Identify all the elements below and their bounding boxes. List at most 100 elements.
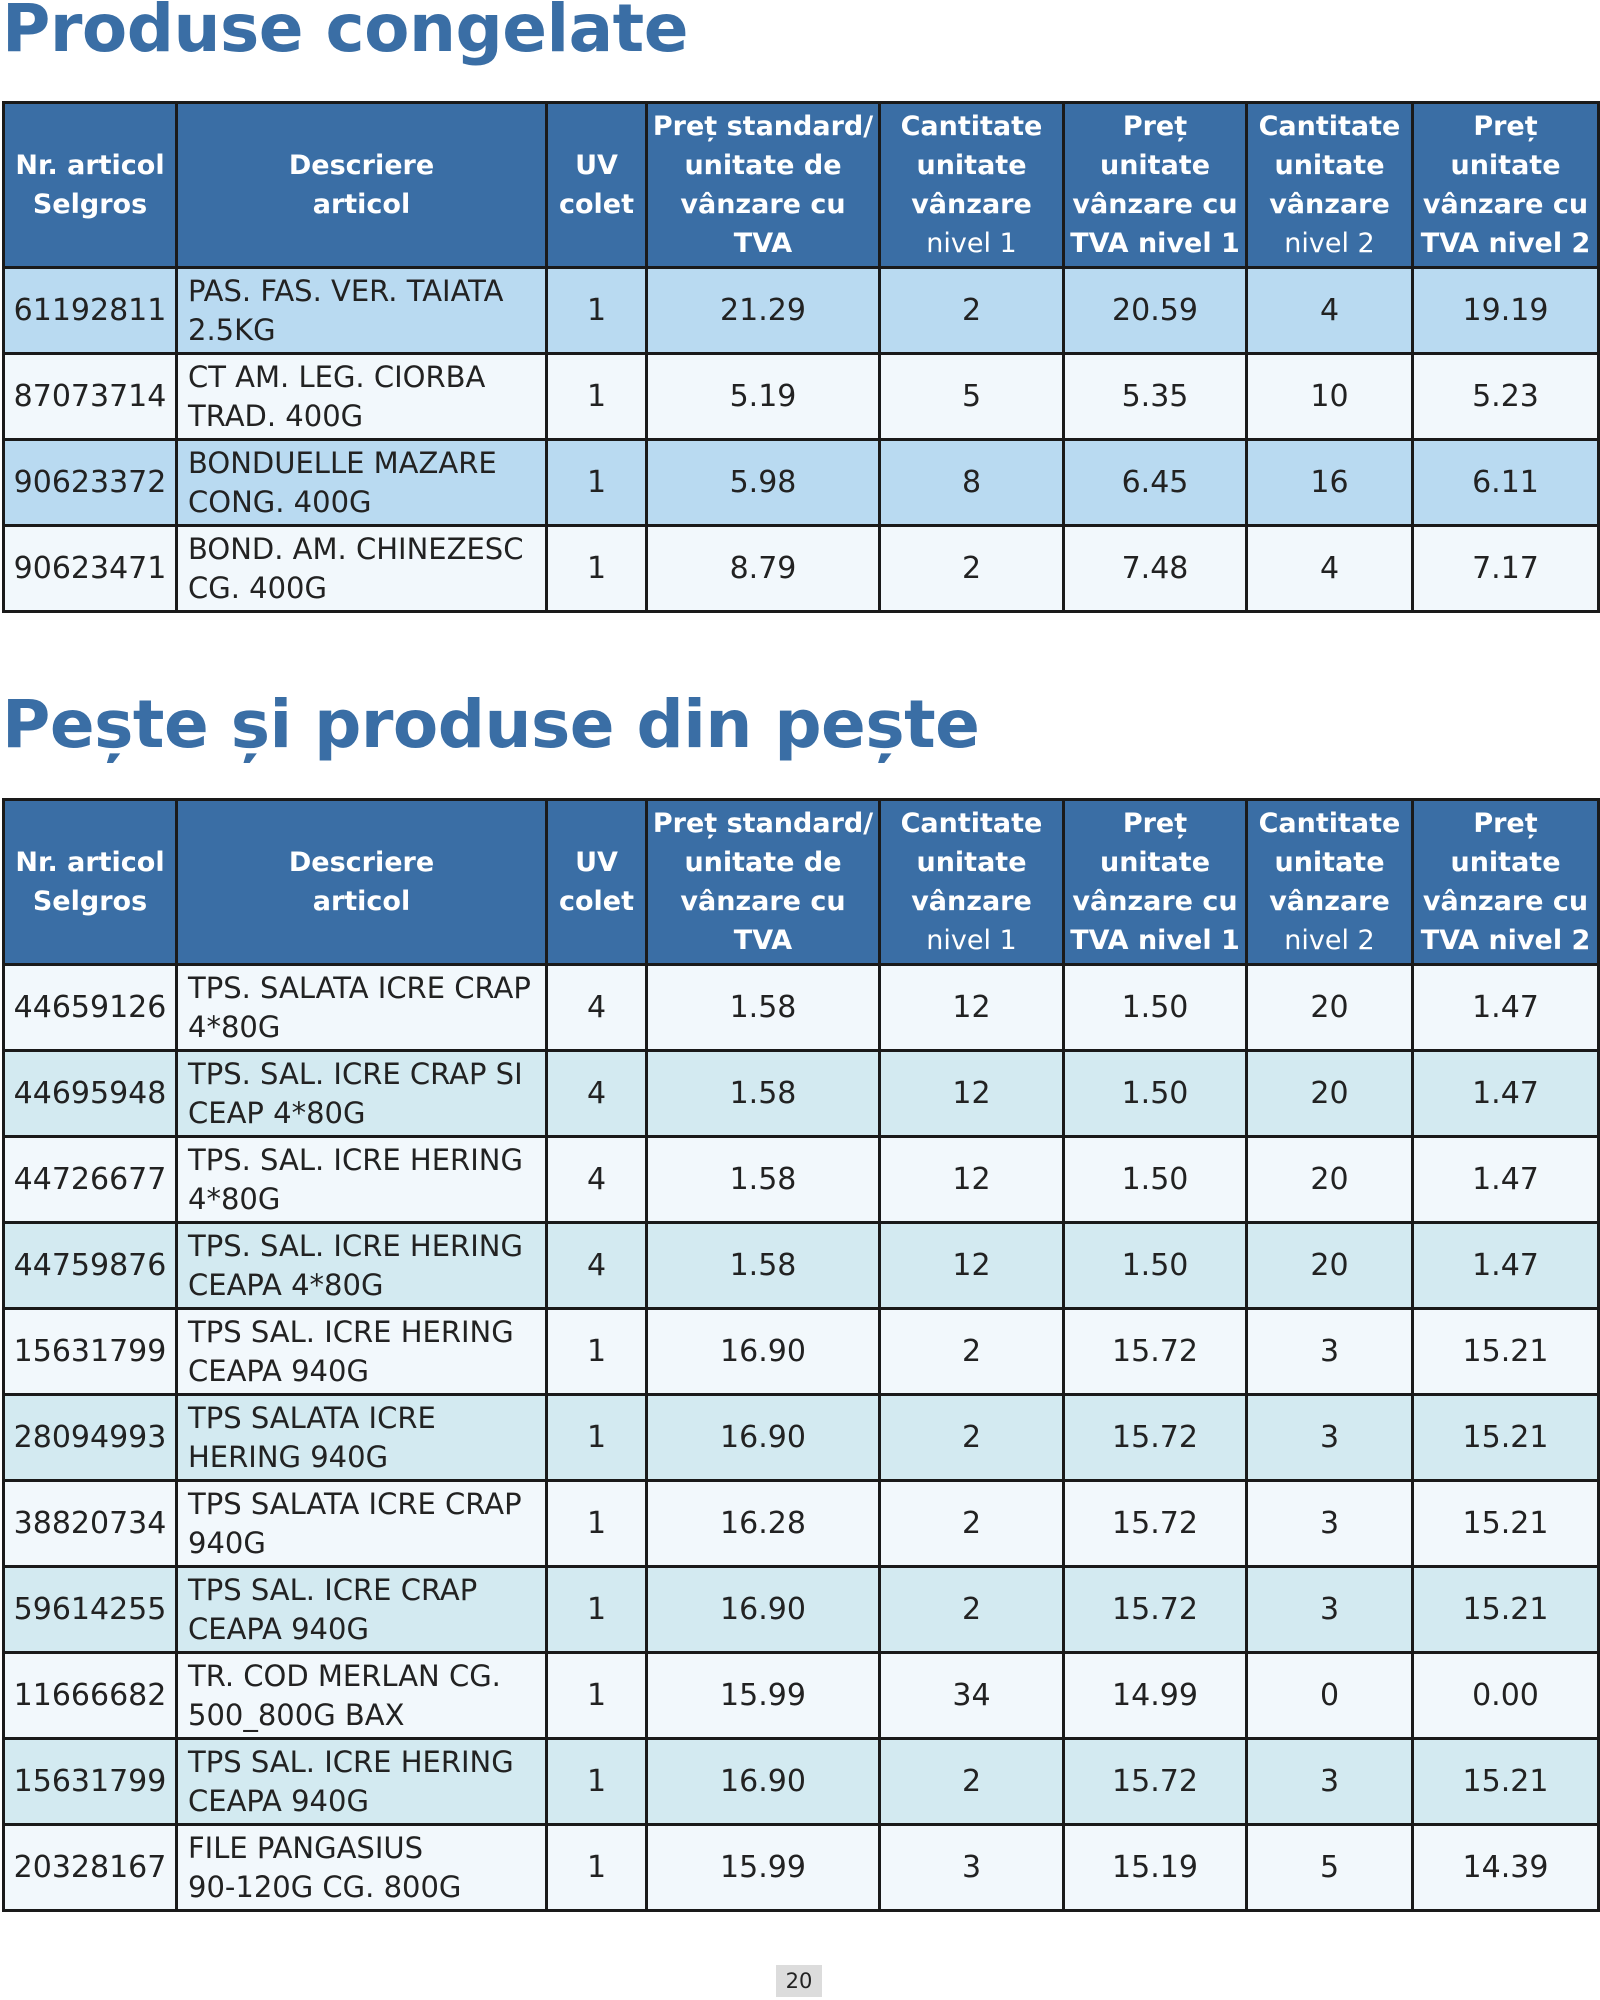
header-line: nivel 2: [1284, 925, 1375, 956]
table-row: 90623372 BONDUELLE MAZARE CONG. 400G 1 5.98 8…: [2, 438, 1600, 527]
page-number: 20: [776, 1965, 822, 1997]
cell-price-level-2: 14.39: [1411, 1823, 1600, 1912]
header-price-level-2: Preț unitate vânzare cu TVA nivel 2: [1411, 101, 1600, 269]
cell-qty-level-1: 2: [878, 266, 1065, 355]
description-line-1: CT AM. LEG. CIORBA: [188, 359, 486, 394]
header-line: Cantitate: [900, 808, 1043, 839]
table-row: 15631799 TPS SAL. ICRE HERING CEAPA 940G 1 1…: [2, 1737, 1600, 1826]
cell-uv-colet: 1: [545, 524, 648, 613]
table-row: 38820734 TPS SALATA ICRE CRAP 940G 1 16.28 2 1…: [2, 1479, 1600, 1568]
header-line: TVA: [733, 925, 793, 956]
header-line: unitate: [1274, 847, 1385, 878]
section-title-fish: Pește și produse din pește: [2, 686, 980, 763]
description-line-1: TPS. SAL. ICRE HERING: [188, 1228, 523, 1263]
description-line-1: TPS SALATA ICRE: [188, 1400, 436, 1435]
description-line-1: TPS SAL. ICRE HERING: [188, 1744, 514, 1779]
cell-standard-price: 16.90: [645, 1565, 881, 1654]
header-uv-colet: UV colet: [545, 798, 648, 966]
header-line: Selgros: [32, 886, 148, 917]
description-line-2: CEAPA 940G: [188, 1353, 369, 1388]
header-line: vânzare: [911, 189, 1032, 220]
header-line: unitate de: [684, 847, 842, 878]
cell-standard-price: 8.79: [645, 524, 881, 613]
description-line-1: PAS. FAS. VER. TAIATA: [188, 273, 504, 308]
table-row: 44659126 TPS. SALATA ICRE CRAP 4*80G 4 1.58 1…: [2, 963, 1600, 1052]
cell-price-level-2: 1.47: [1411, 1221, 1600, 1310]
header-qty-level-1: Cantitate unitate vânzare nivel 1: [878, 798, 1065, 966]
table-row: 15631799 TPS SAL. ICRE HERING CEAPA 940G 1 1…: [2, 1307, 1600, 1396]
header-line: Preț: [1122, 111, 1188, 142]
header-qty-level-2: Cantitate unitate vânzare nivel 2: [1245, 101, 1414, 269]
cell-article-number: 38820734: [2, 1479, 178, 1568]
cell-standard-price: 5.19: [645, 352, 881, 441]
header-line: TVA nivel 1: [1070, 228, 1240, 259]
header-description: Descriere articol: [175, 798, 548, 966]
cell-price-level-1: 1.50: [1062, 1135, 1248, 1224]
header-line: nivel 1: [926, 228, 1017, 259]
header-line: vânzare: [1269, 189, 1390, 220]
cell-article-number: 59614255: [2, 1565, 178, 1654]
table-row: 44695948 TPS. SAL. ICRE CRAP SI CEAP 4*80G…: [2, 1049, 1600, 1138]
description-line-1: FILE PANGASIUS: [188, 1830, 424, 1865]
cell-qty-level-2: 4: [1245, 266, 1414, 355]
cell-price-level-1: 15.19: [1062, 1823, 1248, 1912]
cell-uv-colet: 1: [545, 1823, 648, 1912]
cell-qty-level-2: 5: [1245, 1823, 1414, 1912]
cell-uv-colet: 1: [545, 1393, 648, 1482]
cell-price-level-2: 15.21: [1411, 1307, 1600, 1396]
cell-article-number: 44695948: [2, 1049, 178, 1138]
table-row: 20328167 FILE PANGASIUS 90-120G CG. 800G 1 1…: [2, 1823, 1600, 1912]
cell-standard-price: 16.90: [645, 1737, 881, 1826]
cell-qty-level-1: 2: [878, 524, 1065, 613]
header-line: UV: [575, 150, 618, 181]
cell-article-number: 28094993: [2, 1393, 178, 1482]
cell-uv-colet: 4: [545, 1135, 648, 1224]
cell-price-level-1: 15.72: [1062, 1393, 1248, 1482]
cell-qty-level-1: 5: [878, 352, 1065, 441]
header-line: Preț: [1473, 111, 1538, 142]
cell-standard-price: 5.98: [645, 438, 881, 527]
header-standard-price: Preț standard/unitate de vânzare cu TVA: [645, 101, 881, 269]
description-line-1: TPS. SALATA ICRE CRAP: [188, 970, 531, 1005]
header-price-level-1: Preț unitate vânzare cu TVA nivel 1: [1062, 798, 1248, 966]
description-line-1: TPS SAL. ICRE CRAP: [188, 1572, 478, 1607]
table-row: 87073714 CT AM. LEG. CIORBA TRAD. 400G 1 5.1…: [2, 352, 1600, 441]
cell-qty-level-1: 2: [878, 1737, 1065, 1826]
cell-price-level-2: 6.11: [1411, 438, 1600, 527]
cell-price-level-2: 0.00: [1411, 1651, 1600, 1740]
header-line: Descriere: [288, 847, 435, 878]
cell-standard-price: 1.58: [645, 1049, 881, 1138]
header-line: Selgros: [32, 189, 148, 220]
header-line: colet: [558, 886, 635, 917]
cell-description: TPS. SAL. ICRE HERING 4*80G: [175, 1135, 548, 1224]
header-line: vânzare cu: [1072, 886, 1238, 917]
header-line: articol: [312, 886, 411, 917]
fish-products-table: Nr. articol Selgros Descriere articol UV cole…: [2, 798, 1600, 1912]
description-line-2: 500_800G BAX: [188, 1697, 405, 1732]
cell-qty-level-2: 20: [1245, 1221, 1414, 1310]
cell-uv-colet: 1: [545, 1651, 648, 1740]
cell-qty-level-2: 3: [1245, 1307, 1414, 1396]
header-line: TVA nivel 2: [1420, 228, 1591, 259]
cell-price-level-1: 15.72: [1062, 1737, 1248, 1826]
description-line-1: TPS SALATA ICRE CRAP: [188, 1486, 522, 1521]
cell-description: TPS. SALATA ICRE CRAP 4*80G: [175, 963, 548, 1052]
description-line-2: CEAPA 940G: [188, 1783, 369, 1818]
cell-article-number: 20328167: [2, 1823, 178, 1912]
cell-price-level-1: 1.50: [1062, 1049, 1248, 1138]
description-line-2: CEAP 4*80G: [188, 1095, 366, 1130]
cell-article-number: 44726677: [2, 1135, 178, 1224]
cell-qty-level-2: 0: [1245, 1651, 1414, 1740]
cell-qty-level-1: 12: [878, 963, 1065, 1052]
cell-description: FILE PANGASIUS 90-120G CG. 800G: [175, 1823, 548, 1912]
cell-qty-level-2: 3: [1245, 1565, 1414, 1654]
header-line: vânzare: [1269, 886, 1390, 917]
header-line: Nr. articol: [15, 150, 165, 181]
cell-qty-level-2: 20: [1245, 1135, 1414, 1224]
cell-description: BONDUELLE MAZARE CONG. 400G: [175, 438, 548, 527]
table-header: Nr. articol Selgros Descriere articol UV cole…: [2, 101, 1600, 269]
cell-price-level-1: 20.59: [1062, 266, 1248, 355]
header-uv-colet: UV colet: [545, 101, 648, 269]
description-line-2: CEAPA 4*80G: [188, 1267, 384, 1302]
header-line: UV: [575, 847, 618, 878]
